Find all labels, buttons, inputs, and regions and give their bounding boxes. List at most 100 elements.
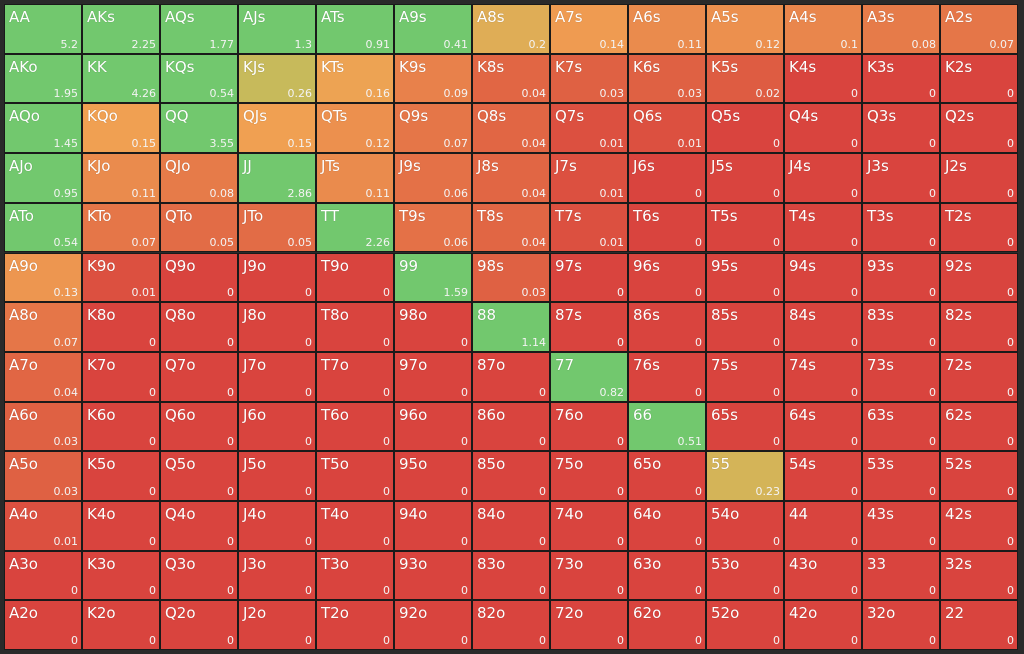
hand-cell: T2s 0	[940, 202, 1018, 253]
hand-cell: A5s 0.12	[706, 4, 784, 54]
hand-cell: J5s 0	[706, 153, 784, 203]
hand-cell: 66 0.51	[628, 401, 706, 452]
hand-value: 0	[461, 435, 468, 449]
hand-label: AKo	[9, 57, 38, 76]
hand-label: Q3o	[165, 554, 196, 573]
hand-value: 0	[227, 484, 234, 498]
hand-label: J3s	[867, 157, 889, 176]
hand-label: J8o	[243, 306, 267, 325]
hand-cell: 33 0	[862, 550, 940, 601]
hand-value: 0	[383, 286, 390, 300]
hand-label: J3o	[243, 554, 267, 573]
hand-label: 82o	[477, 604, 506, 623]
hand-label: 77	[555, 355, 575, 374]
hand-label: QTo	[165, 206, 193, 225]
hand-value: 1.14	[521, 335, 547, 349]
hand-value: 0.01	[53, 534, 79, 548]
hand-label: T3s	[867, 206, 894, 225]
hand-cell: 73o 0	[550, 550, 628, 601]
hand-cell: J8s 0.04	[472, 153, 550, 203]
hand-value: 0	[227, 634, 234, 648]
hand-value: 0	[305, 335, 312, 349]
hand-label: Q6o	[165, 405, 196, 424]
hand-value: 0	[929, 484, 936, 498]
hand-label: T2o	[321, 604, 349, 623]
hand-label: 53s	[867, 455, 894, 474]
hand-label: Q9o	[165, 256, 196, 275]
hand-label: 83o	[477, 554, 506, 573]
hand-cell: Q7s 0.01	[550, 103, 628, 154]
hand-value: 0	[851, 286, 858, 300]
hand-cell: J2s 0	[940, 153, 1018, 203]
hand-cell: Q3o 0	[160, 550, 238, 601]
hand-value: 0.12	[365, 137, 391, 151]
hand-label: A6o	[9, 405, 38, 424]
hand-cell: 74s 0	[784, 351, 862, 402]
hand-cell: A6s 0.11	[628, 4, 706, 54]
hand-cell: 64o 0	[628, 501, 706, 551]
hand-cell: J9o 0	[238, 252, 316, 303]
hand-cell: AQs 1.77	[160, 4, 238, 54]
hand-value: 0.06	[443, 236, 469, 250]
hand-value: 0	[773, 435, 780, 449]
hand-label: KQo	[87, 107, 118, 126]
hand-cell: 82o 0	[472, 600, 550, 651]
hand-label: 86o	[477, 405, 506, 424]
hand-value: 0	[851, 236, 858, 250]
hand-cell: K3s 0	[862, 53, 940, 104]
hand-value: 0.04	[521, 87, 547, 101]
hand-value: 0.11	[131, 186, 157, 200]
hand-label: KTs	[321, 57, 345, 76]
hand-value: 0	[851, 634, 858, 648]
hand-label: 97s	[555, 256, 582, 275]
hand-label: 52s	[945, 455, 972, 474]
hand-label: 82s	[945, 306, 972, 325]
hand-value: 0.07	[989, 37, 1015, 51]
hand-value: 0	[851, 385, 858, 399]
hand-cell: 53o 0	[706, 550, 784, 601]
hand-label: T7s	[555, 206, 582, 225]
hand-value: 0	[929, 584, 936, 598]
hand-label: K2s	[945, 57, 973, 76]
hand-value: 0.04	[521, 186, 547, 200]
hand-value: 0	[461, 634, 468, 648]
hand-label: 84o	[477, 505, 506, 523]
hand-value: 0	[539, 534, 546, 548]
hand-value: 0.26	[287, 87, 313, 101]
hand-cell: Q7o 0	[160, 351, 238, 402]
hand-label: 94s	[789, 256, 816, 275]
hand-value: 0	[929, 186, 936, 200]
hand-label: 73o	[555, 554, 584, 573]
hand-value: 0	[227, 286, 234, 300]
hand-value: 0.41	[443, 37, 469, 51]
hand-label: A4o	[9, 505, 38, 523]
hand-value: 3.55	[209, 137, 235, 151]
hand-value: 0	[929, 335, 936, 349]
hand-value: 0.11	[677, 37, 703, 51]
hand-label: 76s	[633, 355, 660, 374]
hand-value: 0.15	[131, 137, 157, 151]
hand-cell: T8o 0	[316, 302, 394, 352]
hand-cell: AJo 0.95	[4, 153, 82, 203]
hand-label: 22	[945, 604, 965, 623]
hand-cell: 76s 0	[628, 351, 706, 402]
hand-value: 0.14	[599, 37, 625, 51]
hand-label: T9o	[321, 256, 349, 275]
hand-value: 0.02	[755, 87, 781, 101]
hand-value: 0	[617, 335, 624, 349]
hand-label: T5o	[321, 455, 349, 474]
hand-label: 85o	[477, 455, 506, 474]
hand-cell: JTs 0.11	[316, 153, 394, 203]
hand-label: T3o	[321, 554, 349, 573]
hand-label: A9s	[399, 8, 427, 26]
hand-label: KTo	[87, 206, 112, 225]
hand-label: QTs	[321, 107, 348, 126]
hand-cell: T4o 0	[316, 501, 394, 551]
hand-value: 0	[305, 634, 312, 648]
hand-value: 0.03	[599, 87, 625, 101]
hand-value: 0.23	[755, 484, 781, 498]
hand-value: 0	[1007, 534, 1014, 548]
hand-value: 0.07	[53, 335, 79, 349]
hand-cell: QJo 0.08	[160, 153, 238, 203]
hand-cell: Q2o 0	[160, 600, 238, 651]
